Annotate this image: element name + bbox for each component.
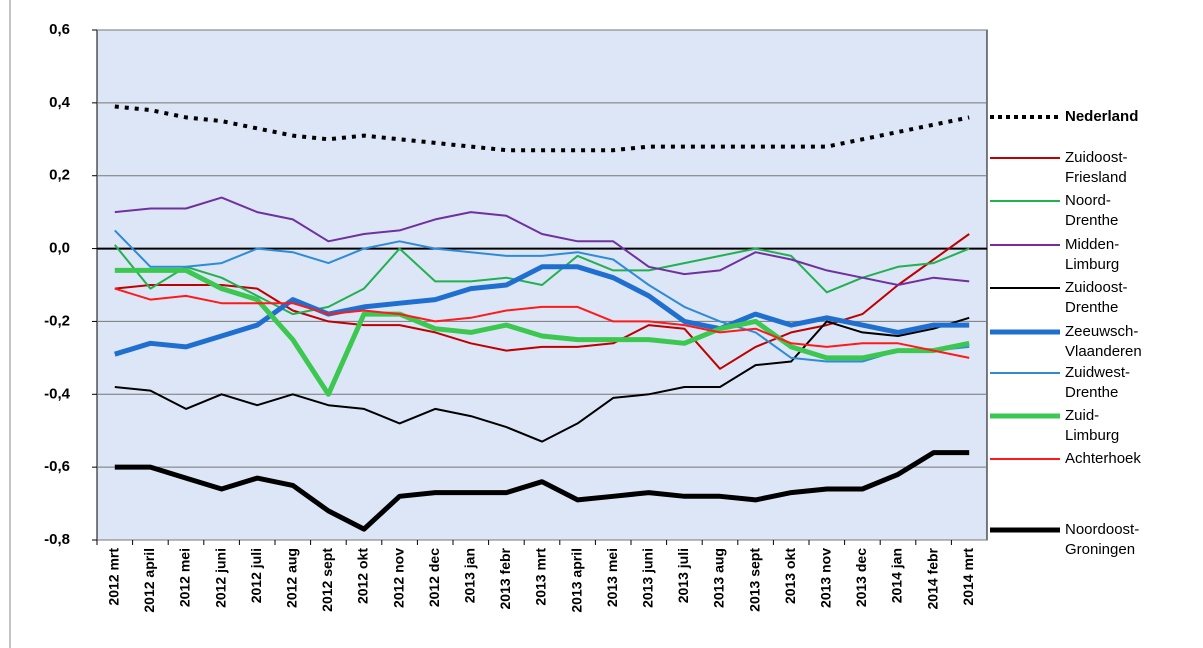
legend-label: Zuid- Limburg (1065, 407, 1119, 444)
x-tick-label: 2014 febr (924, 547, 940, 609)
series-line (114, 264, 970, 357)
series-line (114, 233, 970, 370)
y-tick-label: -0,4 (44, 385, 71, 402)
legend-label-line: Limburg (1065, 256, 1119, 273)
legend-label: Achterhoek (1065, 450, 1141, 467)
x-tick-label: 2013 mrt (533, 548, 549, 606)
x-tick-label: 2012 nov (390, 548, 406, 608)
series-line (114, 267, 970, 397)
y-tick-label: -0,8 (44, 531, 70, 548)
x-tick-label: 2012 mei (177, 548, 193, 607)
x-tick-label: 2013 okt (782, 548, 798, 604)
y-tick-label: -0,6 (44, 458, 70, 475)
x-tick-label: 2012 aug (284, 548, 300, 608)
x-tick-label: 2013 dec (853, 548, 869, 607)
x-tick-label: 2012 juli (248, 548, 264, 603)
series-line (114, 229, 970, 363)
legend-label-line: Noord- (1065, 192, 1111, 209)
x-tick-label: 2013 nov (818, 548, 834, 608)
y-tick-label: 0,6 (49, 21, 70, 38)
y-tick-label: 0,2 (49, 167, 70, 184)
y-tick-label: -0,2 (44, 312, 70, 329)
legend-label: Zuidoost- Drenthe (1065, 279, 1128, 316)
x-tick-label: 2012 mrt (106, 548, 122, 606)
legend-label: Zuidwest- Drenthe (1065, 364, 1130, 401)
x-tick-label: 2013 aug (711, 548, 727, 608)
legend-label-line: Zeeuwsch- (1065, 323, 1138, 340)
legend-label-line: Zuid- (1065, 407, 1099, 424)
legend-label: Midden- Limburg (1065, 236, 1119, 273)
legend-label-line: Midden- (1065, 236, 1119, 253)
x-tick-label: 2014 jan (889, 548, 905, 603)
y-tick-label: 0,4 (49, 94, 71, 111)
legend-label: Nederland (1065, 108, 1138, 125)
legend-label: Noord- Drenthe (1065, 192, 1118, 229)
legend-label: Noordoost- Groningen (1065, 521, 1139, 558)
x-tick-label: 2013 sept (746, 548, 762, 612)
legend-label-line: Limburg (1065, 427, 1119, 444)
series-line (114, 104, 970, 153)
legend-label-line: Vlaanderen (1065, 343, 1142, 360)
x-tick-label: 2012 april (141, 548, 157, 613)
series-line (114, 287, 970, 359)
legend-label-line: Zuidoost- (1065, 149, 1128, 166)
x-tick-label: 2013 april (568, 548, 584, 613)
legend-label-line: Drenthe (1065, 299, 1118, 316)
x-tick-label: 2012 okt (355, 548, 371, 604)
x-tick-label: 2013 febr (497, 547, 513, 609)
series-line (114, 316, 970, 443)
x-tick-label: 2013 mei (604, 548, 620, 607)
legend-label: Zeeuwsch- Vlaanderen (1065, 323, 1142, 360)
series-line (114, 450, 970, 532)
legend-label-line: Friesland (1065, 169, 1127, 186)
legend-label-line: Groningen (1065, 541, 1135, 558)
series-line (114, 244, 970, 316)
x-tick-label: 2012 sept (319, 548, 335, 612)
legend-label-line: Zuidwest- (1065, 364, 1130, 381)
x-tick-label: 2013 juni (640, 548, 656, 608)
x-tick-label: 2013 juli (675, 548, 691, 603)
x-tick-label: 2014 mrt (960, 548, 976, 606)
series-line (114, 196, 970, 286)
x-tick-label: 2013 jan (462, 548, 478, 603)
legend-label-line: Drenthe (1065, 384, 1118, 401)
legend-label-line: Noordoost- (1065, 521, 1139, 538)
legend-label-line: Drenthe (1065, 212, 1118, 229)
x-tick-label: 2012 dec (426, 548, 442, 607)
legend-label-line: Zuidoost- (1065, 279, 1128, 296)
x-tick-label: 2012 juni (212, 548, 228, 608)
y-tick-label: 0,0 (49, 240, 70, 257)
legend-label: Zuidoost- Friesland (1065, 149, 1128, 186)
